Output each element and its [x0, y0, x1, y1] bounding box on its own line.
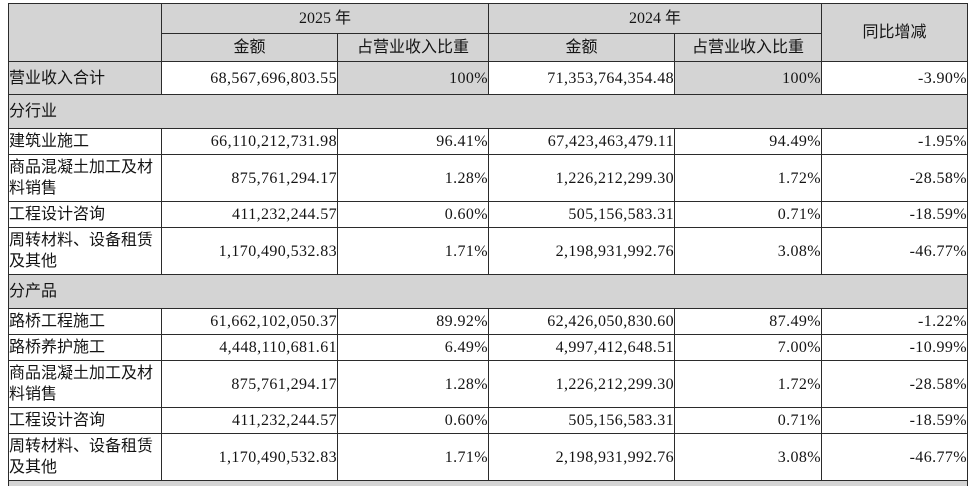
- yoy-change-cell: -18.59%: [821, 201, 969, 228]
- row-label-cell: 商品混凝土加工及材料销售: [8, 154, 162, 202]
- pct-2024-cell: 94.49%: [674, 128, 823, 155]
- row-label-cell: 营业收入合计: [8, 61, 162, 95]
- table-header: 2025 年 2024 年 同比增减 金额 占营业收入比重 金额 占营业收入比重: [8, 3, 969, 62]
- year-2024-header: 2024 年: [488, 3, 823, 34]
- pct-2025-cell: 0.60%: [336, 201, 490, 228]
- yoy-change-cell: -1.95%: [821, 128, 969, 155]
- pct-2025-cell: 1.28%: [336, 154, 490, 202]
- amount-2024-cell: 2,198,931,992.76: [488, 227, 676, 275]
- amount-2025-cell: 1,170,490,532.83: [161, 227, 338, 275]
- section-label: 分产品: [7, 274, 969, 309]
- amount-2025-cell: 411,232,244.57: [161, 201, 338, 228]
- table-row: 商品混凝土加工及材料销售 875,761,294.17 1.28% 1,226,212…: [8, 154, 969, 202]
- year-2025-header: 2025 年: [160, 3, 490, 34]
- yoy-change-cell: -46.77%: [821, 433, 969, 481]
- amount-2024-cell: 2,198,931,992.76: [488, 433, 676, 481]
- pct-2025-cell: 1.71%: [336, 433, 490, 481]
- table-body: 营业收入合计 68,567,696,803.55 100% 71,353,764,35…: [7, 61, 969, 486]
- amount-2024-cell: 1,226,212,299.30: [488, 360, 676, 408]
- clipped-bottom-row: [7, 480, 969, 486]
- pct-2025-cell: 89.92%: [336, 308, 490, 335]
- amount-2024-cell: 1,226,212,299.30: [488, 154, 676, 202]
- amount-2024-cell: 67,423,463,479.11: [488, 128, 676, 155]
- row-label-cell: 建筑业施工: [8, 128, 162, 155]
- corner-cell: [8, 3, 162, 62]
- pct-2025-cell: 100%: [336, 61, 490, 95]
- yoy-change-cell: -10.99%: [821, 334, 969, 361]
- pct-2024-cell: 87.49%: [674, 308, 823, 335]
- amount-2024-cell: 62,426,050,830.60: [488, 308, 676, 335]
- section-row: 分产品: [7, 274, 969, 309]
- section-row: 分行业: [7, 94, 969, 129]
- table-row: 路桥养护施工 4,448,110,681.61 6.49% 4,997,412,648…: [8, 334, 969, 361]
- table-row: 周转材料、设备租赁及其他 1,170,490,532.83 1.71% 2,198,9…: [8, 227, 969, 275]
- pct-2024-cell: 1.72%: [674, 154, 823, 202]
- pct-2024-cell: 100%: [674, 61, 823, 95]
- table-row: 商品混凝土加工及材料销售 875,761,294.17 1.28% 1,226,212…: [8, 360, 969, 408]
- table-row: 周转材料、设备租赁及其他 1,170,490,532.83 1.71% 2,198,9…: [8, 433, 969, 481]
- table-row: 建筑业施工 66,110,212,731.98 96.41% 67,423,463,4…: [8, 128, 969, 155]
- pct-2025-cell: 6.49%: [336, 334, 490, 361]
- row-label-cell: 工程设计咨询: [8, 201, 162, 228]
- header-row-metrics: 金额 占营业收入比重 金额 占营业收入比重: [9, 33, 968, 62]
- pct-2024-cell: 1.72%: [674, 360, 823, 408]
- amount-2025-cell: 411,232,244.57: [161, 407, 338, 434]
- pct-2025-cell: 1.71%: [336, 227, 490, 275]
- yoy-change-cell: -28.58%: [821, 154, 969, 202]
- pct-2025-cell: 96.41%: [336, 128, 490, 155]
- section-label: 分行业: [7, 94, 969, 129]
- table-row: 营业收入合计 68,567,696,803.55 100% 71,353,764,35…: [8, 61, 969, 95]
- row-label-cell: 路桥工程施工: [8, 308, 162, 335]
- amount-2024-cell: 71,353,764,354.48: [488, 61, 676, 95]
- amount-2024-header: 金额: [488, 33, 676, 62]
- pct-2024-cell: 3.08%: [674, 227, 823, 275]
- amount-2025-cell: 68,567,696,803.55: [161, 61, 338, 95]
- amount-2025-cell: 66,110,212,731.98: [161, 128, 338, 155]
- yoy-change-cell: -3.90%: [821, 61, 969, 95]
- clipped-row-cell: [7, 480, 969, 486]
- row-label-cell: 工程设计咨询: [8, 407, 162, 434]
- table-row: 路桥工程施工 61,662,102,050.37 89.92% 62,426,050,…: [8, 308, 969, 335]
- pct-2024-header: 占营业收入比重: [674, 33, 823, 62]
- amount-2025-header: 金额: [161, 33, 338, 62]
- yoy-change-cell: -46.77%: [821, 227, 969, 275]
- yoy-change-cell: -28.58%: [821, 360, 969, 408]
- table-row: 工程设计咨询 411,232,244.57 0.60% 505,156,583.31 0…: [8, 201, 969, 228]
- amount-2025-cell: 875,761,294.17: [161, 360, 338, 408]
- pct-2024-cell: 0.71%: [674, 407, 823, 434]
- amount-2025-cell: 875,761,294.17: [161, 154, 338, 202]
- pct-2024-cell: 0.71%: [674, 201, 823, 228]
- pct-2024-cell: 7.00%: [674, 334, 823, 361]
- amount-2025-cell: 61,662,102,050.37: [161, 308, 338, 335]
- amount-2025-cell: 1,170,490,532.83: [161, 433, 338, 481]
- amount-2025-cell: 4,448,110,681.61: [161, 334, 338, 361]
- yoy-change-header: 同比增减: [821, 3, 969, 62]
- pct-2025-cell: 0.60%: [336, 407, 490, 434]
- pct-2025-header: 占营业收入比重: [336, 33, 490, 62]
- header-row-years: 2025 年 2024 年 同比增减: [8, 3, 969, 62]
- yoy-change-cell: -18.59%: [821, 407, 969, 434]
- row-label-cell: 路桥养护施工: [8, 334, 162, 361]
- revenue-breakdown-table: 2025 年 2024 年 同比增减 金额 占营业收入比重 金额 占营业收入比重…: [7, 3, 969, 486]
- table-row: 工程设计咨询 411,232,244.57 0.60% 505,156,583.31 0…: [8, 407, 969, 434]
- pct-2024-cell: 3.08%: [674, 433, 823, 481]
- row-label-cell: 商品混凝土加工及材料销售: [8, 360, 162, 408]
- row-label-cell: 周转材料、设备租赁及其他: [8, 433, 162, 481]
- pct-2025-cell: 1.28%: [336, 360, 490, 408]
- yoy-change-cell: -1.22%: [821, 308, 969, 335]
- amount-2024-cell: 4,997,412,648.51: [488, 334, 676, 361]
- amount-2024-cell: 505,156,583.31: [488, 407, 676, 434]
- amount-2024-cell: 505,156,583.31: [488, 201, 676, 228]
- row-label-cell: 周转材料、设备租赁及其他: [8, 227, 162, 275]
